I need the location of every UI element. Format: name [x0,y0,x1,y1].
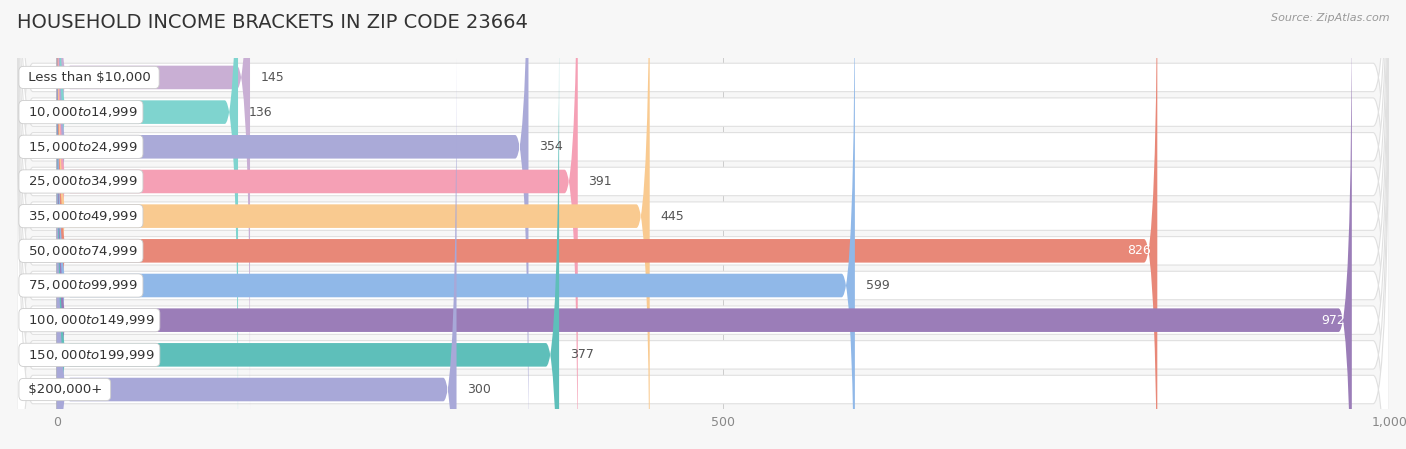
FancyBboxPatch shape [17,0,1389,449]
Text: Source: ZipAtlas.com: Source: ZipAtlas.com [1271,13,1389,23]
Text: $50,000 to $74,999: $50,000 to $74,999 [24,244,138,258]
FancyBboxPatch shape [56,0,1157,449]
Text: $75,000 to $99,999: $75,000 to $99,999 [24,278,138,292]
FancyBboxPatch shape [56,0,578,449]
FancyBboxPatch shape [56,0,855,449]
FancyBboxPatch shape [17,0,1389,449]
FancyBboxPatch shape [17,0,1389,449]
FancyBboxPatch shape [56,0,529,449]
Text: HOUSEHOLD INCOME BRACKETS IN ZIP CODE 23664: HOUSEHOLD INCOME BRACKETS IN ZIP CODE 23… [17,13,527,32]
Text: $25,000 to $34,999: $25,000 to $34,999 [24,175,138,189]
Text: $15,000 to $24,999: $15,000 to $24,999 [24,140,138,154]
FancyBboxPatch shape [17,0,1389,449]
Text: 354: 354 [538,140,562,153]
Text: 300: 300 [467,383,491,396]
Text: $10,000 to $14,999: $10,000 to $14,999 [24,105,138,119]
Text: 445: 445 [661,210,685,223]
FancyBboxPatch shape [17,0,1389,449]
Text: $200,000+: $200,000+ [24,383,105,396]
Text: $100,000 to $149,999: $100,000 to $149,999 [24,313,155,327]
FancyBboxPatch shape [17,0,1389,449]
Text: 599: 599 [866,279,889,292]
Text: 377: 377 [569,348,593,361]
Text: 391: 391 [589,175,612,188]
FancyBboxPatch shape [56,0,238,447]
Text: $150,000 to $199,999: $150,000 to $199,999 [24,348,155,362]
FancyBboxPatch shape [56,55,457,449]
FancyBboxPatch shape [56,20,560,449]
FancyBboxPatch shape [17,0,1389,449]
FancyBboxPatch shape [17,0,1389,449]
FancyBboxPatch shape [56,0,650,449]
FancyBboxPatch shape [17,0,1389,449]
Text: 136: 136 [249,106,273,119]
Text: 145: 145 [260,71,284,84]
Text: Less than $10,000: Less than $10,000 [24,71,155,84]
Text: 826: 826 [1126,244,1150,257]
FancyBboxPatch shape [56,0,1351,449]
Text: $35,000 to $49,999: $35,000 to $49,999 [24,209,138,223]
FancyBboxPatch shape [17,0,1389,449]
FancyBboxPatch shape [56,0,250,412]
Text: 972: 972 [1322,314,1346,327]
